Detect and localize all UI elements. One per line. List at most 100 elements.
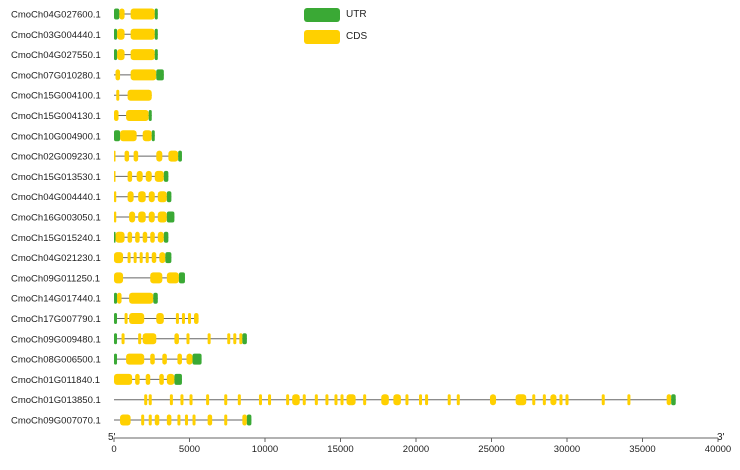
cds-segment	[180, 394, 184, 406]
cds-segment	[145, 170, 152, 182]
cds-segment	[425, 394, 429, 406]
cds-segment	[159, 252, 166, 264]
cds-segment	[114, 150, 116, 162]
gene-row: CmoCh15G004130.1	[11, 110, 152, 122]
utr-swatch	[304, 8, 340, 22]
utr-segment	[156, 69, 164, 81]
cds-segment	[268, 394, 272, 406]
gene-name: CmoCh09G009480.1	[11, 334, 101, 345]
cds-segment	[258, 394, 262, 406]
cds-segment	[154, 414, 160, 426]
utr-segment	[114, 353, 118, 365]
gene-name: CmoCh15G015240.1	[11, 233, 101, 244]
cds-segment	[157, 231, 164, 243]
cds-segment	[286, 394, 290, 406]
x-tick-label: 0	[111, 444, 116, 455]
legend-label-utr: UTR	[346, 9, 367, 20]
cds-segment	[148, 394, 152, 406]
x-tick-label: 5000	[179, 444, 200, 455]
gene-row: CmoCh17G007790.1	[11, 313, 199, 325]
utr-segment	[174, 373, 182, 385]
cds-segment	[129, 313, 145, 324]
gene-name: CmoCh15G013530.1	[11, 172, 101, 183]
cds-segment	[120, 130, 137, 142]
gene-name: CmoCh17G007790.1	[11, 314, 101, 325]
utr-segment	[114, 231, 116, 243]
utr-segment	[114, 130, 121, 142]
cds-segment	[142, 130, 152, 142]
cds-segment	[237, 394, 241, 406]
cds-segment	[166, 373, 175, 385]
cds-segment	[135, 231, 140, 243]
gene-name: CmoCh09G011250.1	[11, 273, 100, 284]
cds-segment	[233, 333, 237, 345]
cds-segment	[129, 211, 136, 223]
utr-segment	[114, 28, 118, 40]
cds-segment	[346, 394, 356, 406]
cds-segment	[129, 292, 154, 304]
cds-segment	[114, 211, 117, 223]
cds-segment	[559, 394, 563, 406]
cds-segment	[363, 394, 367, 406]
cds-segment	[189, 394, 193, 406]
cds-segment	[169, 394, 173, 406]
utr-segment	[163, 170, 169, 182]
gene-row: CmoCh09G011250.1	[11, 272, 185, 284]
cds-segment	[138, 211, 146, 223]
cds-segment	[187, 313, 192, 324]
cds-segment	[126, 110, 149, 121]
cds-segment	[130, 28, 155, 40]
gene-name: CmoCh15G004130.1	[11, 111, 101, 122]
cds-segment	[114, 272, 124, 284]
cds-segment	[186, 333, 190, 345]
gene-row: CmoCh04G027600.1	[11, 8, 158, 21]
cds-segment	[145, 252, 149, 264]
cds-segment	[144, 394, 148, 406]
cds-segment	[115, 231, 125, 243]
cds-segment	[116, 89, 120, 101]
cds-segment	[166, 272, 179, 284]
cds-segment	[114, 252, 124, 264]
cds-segment	[157, 211, 167, 223]
gene-name: CmoCh08G006500.1	[11, 355, 101, 366]
gene-row: CmoCh04G004440.1	[11, 191, 172, 203]
cds-segment	[119, 8, 125, 20]
cds-segment	[130, 69, 157, 81]
gene-name: CmoCh02G009230.1	[11, 152, 101, 163]
cds-segment	[156, 150, 163, 162]
gene-row: CmoCh09G007070.1	[11, 414, 252, 427]
legend-label-cds: CDS	[346, 31, 368, 42]
cds-segment	[550, 394, 557, 406]
cds-segment	[292, 394, 300, 406]
cds-segment	[117, 49, 125, 61]
cds-segment	[117, 28, 125, 40]
cds-segment	[114, 373, 133, 385]
gene-name: CmoCh04G021230.1	[11, 253, 101, 264]
cds-segment	[405, 394, 409, 406]
cds-segment	[130, 8, 155, 20]
gene-name: CmoCh16G003050.1	[11, 213, 101, 224]
cds-swatch	[304, 30, 340, 44]
cds-segment	[114, 170, 116, 182]
cds-segment	[139, 252, 143, 264]
gene-row: CmoCh04G021230.1	[11, 252, 172, 264]
cds-segment	[627, 394, 631, 406]
utr-segment	[671, 394, 676, 406]
gene-row: CmoCh07G010280.1	[11, 69, 164, 81]
cds-segment	[115, 69, 121, 81]
gene-name: CmoCh04G027600.1	[11, 10, 101, 21]
gene-name: CmoCh01G013850.1	[11, 395, 101, 406]
cds-segment	[239, 333, 243, 345]
cds-segment	[447, 394, 451, 406]
cds-segment	[334, 394, 338, 406]
cds-segment	[207, 414, 213, 426]
utr-segment	[151, 130, 155, 142]
cds-segment	[419, 394, 423, 406]
cds-segment	[565, 394, 569, 406]
gene-rows: CmoCh04G027600.1 CmoCh03G004440.1 CmoCh04G…	[11, 8, 676, 427]
gene-row: CmoCh03G004440.1	[11, 28, 158, 41]
cds-segment	[154, 170, 164, 182]
cds-segment	[124, 313, 128, 324]
